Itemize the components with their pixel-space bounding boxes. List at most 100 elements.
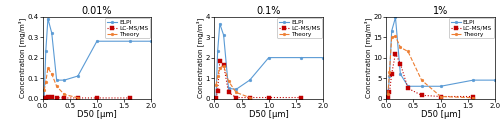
LC-MS/MS: [385, 97, 391, 98]
LC-MS/MS: [75, 97, 81, 99]
Theory: [213, 84, 219, 86]
LC-MS/MS: [43, 97, 49, 98]
Theory: [418, 79, 424, 81]
ELPI: [298, 57, 304, 58]
ELPI: [266, 57, 272, 58]
Theory: [385, 94, 391, 95]
Line: Theory: Theory: [214, 64, 251, 99]
ELPI: [226, 88, 232, 89]
Legend: ELPI, LC-MS/MS, Theory: ELPI, LC-MS/MS, Theory: [105, 18, 150, 38]
ELPI: [94, 40, 100, 42]
Theory: [388, 36, 394, 38]
LC-MS/MS: [233, 97, 239, 98]
LC-MS/MS: [94, 97, 100, 99]
LC-MS/MS: [62, 97, 68, 99]
Title: 0.01%: 0.01%: [82, 6, 112, 16]
Theory: [54, 86, 60, 87]
Line: LC-MS/MS: LC-MS/MS: [42, 95, 132, 100]
LC-MS/MS: [217, 60, 223, 61]
LC-MS/MS: [405, 88, 411, 89]
Theory: [75, 97, 81, 99]
LC-MS/MS: [266, 97, 272, 98]
LC-MS/MS: [213, 97, 219, 98]
Theory: [405, 51, 411, 52]
LC-MS/MS: [392, 53, 398, 54]
Y-axis label: Concentration [mg/m³]: Concentration [mg/m³]: [364, 18, 372, 98]
ELPI: [54, 79, 60, 81]
Theory: [470, 97, 476, 99]
LC-MS/MS: [438, 96, 444, 97]
X-axis label: D50 [μm]: D50 [μm]: [420, 110, 461, 119]
ELPI: [233, 89, 239, 90]
Theory: [386, 71, 392, 73]
Legend: ELPI, LC-MS/MS, Theory: ELPI, LC-MS/MS, Theory: [277, 18, 322, 38]
LC-MS/MS: [220, 64, 226, 66]
Line: LC-MS/MS: LC-MS/MS: [386, 52, 475, 99]
ELPI: [492, 79, 498, 81]
Line: ELPI: ELPI: [42, 17, 152, 100]
LC-MS/MS: [398, 63, 404, 65]
Legend: ELPI, LC-MS/MS, Theory: ELPI, LC-MS/MS, Theory: [449, 18, 494, 38]
ELPI: [220, 34, 226, 36]
Theory: [398, 47, 404, 48]
ELPI: [213, 98, 219, 99]
ELPI: [392, 17, 398, 18]
ELPI: [43, 51, 49, 52]
ELPI: [398, 73, 404, 75]
Line: ELPI: ELPI: [386, 16, 496, 98]
ELPI: [470, 79, 476, 81]
ELPI: [126, 40, 132, 42]
Theory: [45, 67, 51, 69]
Theory: [62, 94, 68, 95]
Title: 1%: 1%: [433, 6, 448, 16]
X-axis label: D50 [μm]: D50 [μm]: [77, 110, 117, 119]
ELPI: [385, 96, 391, 97]
LC-MS/MS: [386, 92, 392, 93]
LC-MS/MS: [54, 97, 60, 98]
Line: Theory: Theory: [386, 35, 474, 99]
Theory: [226, 80, 232, 82]
LC-MS/MS: [470, 96, 476, 97]
ELPI: [148, 40, 154, 42]
LC-MS/MS: [298, 97, 304, 98]
ELPI: [246, 79, 252, 81]
ELPI: [214, 51, 220, 52]
Y-axis label: Concentration [mg/m³]: Concentration [mg/m³]: [18, 18, 26, 98]
ELPI: [386, 75, 392, 77]
Line: LC-MS/MS: LC-MS/MS: [214, 59, 303, 99]
LC-MS/MS: [246, 97, 252, 98]
ELPI: [320, 57, 326, 58]
LC-MS/MS: [214, 91, 220, 92]
ELPI: [62, 79, 68, 81]
LC-MS/MS: [126, 97, 132, 99]
LC-MS/MS: [41, 97, 47, 99]
Theory: [41, 90, 47, 91]
ELPI: [405, 86, 411, 87]
LC-MS/MS: [388, 73, 394, 75]
X-axis label: D50 [μm]: D50 [μm]: [249, 110, 288, 119]
LC-MS/MS: [226, 92, 232, 93]
ELPI: [388, 30, 394, 32]
LC-MS/MS: [45, 96, 51, 97]
Theory: [214, 75, 220, 77]
LC-MS/MS: [48, 96, 54, 97]
ELPI: [418, 86, 424, 87]
Line: Theory: Theory: [42, 66, 79, 99]
ELPI: [217, 23, 223, 25]
ELPI: [438, 86, 444, 87]
Theory: [43, 81, 49, 83]
Theory: [217, 67, 223, 69]
Theory: [246, 97, 252, 98]
Title: 0.1%: 0.1%: [256, 6, 281, 16]
ELPI: [48, 32, 54, 34]
ELPI: [45, 18, 51, 19]
Line: ELPI: ELPI: [214, 22, 324, 100]
Theory: [233, 92, 239, 93]
Theory: [392, 36, 398, 37]
ELPI: [41, 98, 47, 99]
LC-MS/MS: [418, 94, 424, 96]
ELPI: [75, 75, 81, 77]
Theory: [220, 65, 226, 67]
Y-axis label: Concentration [mg/m³]: Concentration [mg/m³]: [196, 18, 204, 98]
Theory: [438, 96, 444, 97]
